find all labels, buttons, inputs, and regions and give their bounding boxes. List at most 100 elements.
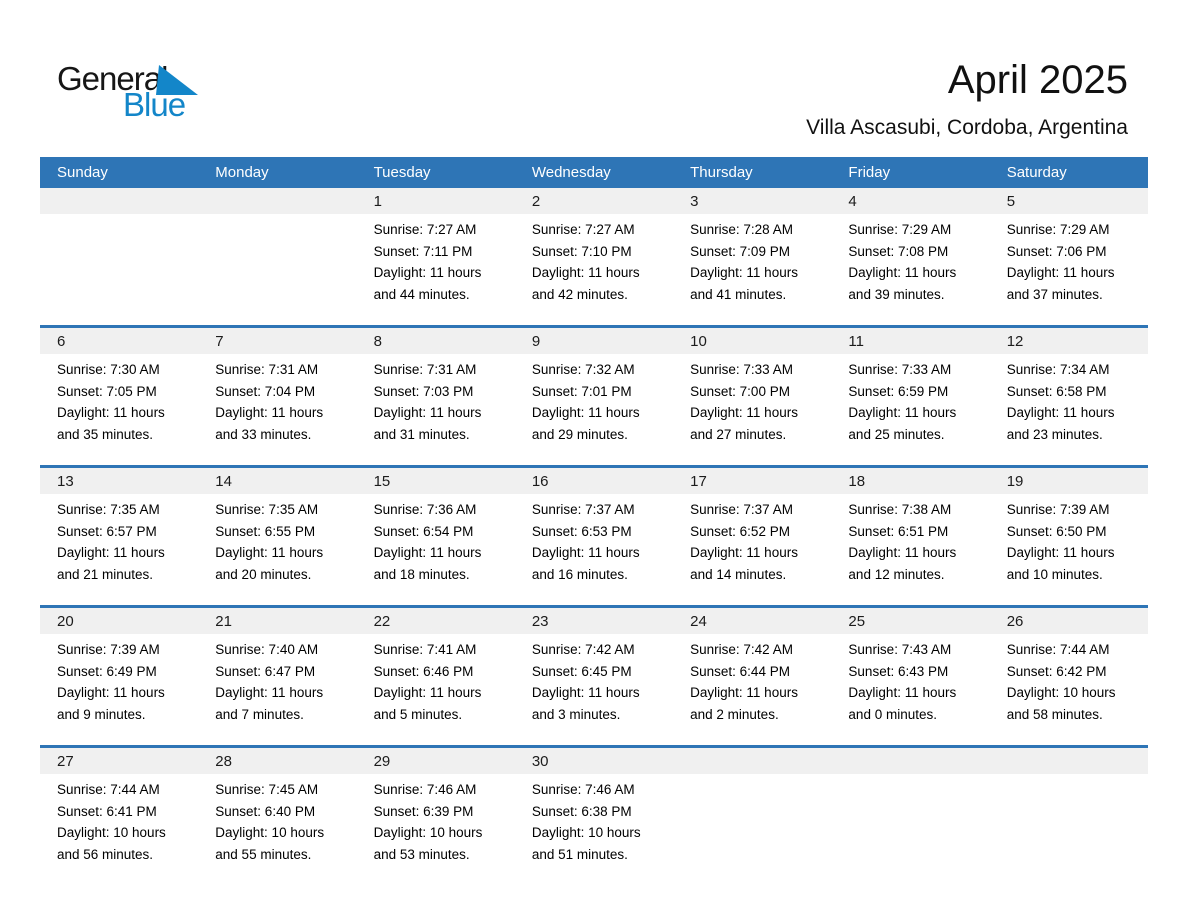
day-details: Sunrise: 7:29 AM Sunset: 7:06 PM Daylight:… [990,214,1148,325]
day-details: Sunrise: 7:45 AM Sunset: 6:40 PM Daylight:… [198,774,356,885]
day-details: Sunrise: 7:33 AM Sunset: 6:59 PM Daylight:… [831,354,989,465]
day-details: Sunrise: 7:35 AM Sunset: 6:55 PM Daylight:… [198,494,356,605]
daylight-line: Daylight: 11 hours [690,685,798,701]
sunrise-line: Sunrise: 7:46 AM [373,782,477,797]
day-cell-21: 21 Sunrise: 7:40 AM Sunset: 6:47 PM Dayligh… [198,608,357,745]
day-number: 21 [198,608,357,634]
daylight-line-cont: and 20 minutes. [215,566,312,582]
daylight-line-cont: and 18 minutes. [373,566,470,582]
day-number: 16 [514,468,674,494]
daylight-line: Daylight: 11 hours [373,545,482,561]
day-details: Sunrise: 7:33 AM Sunset: 7:00 PM Daylight:… [673,354,831,465]
sunrise-line: Sunrise: 7:31 AM [215,362,319,377]
day-cell-11: 11 Sunrise: 7:33 AM Sunset: 6:59 PM Dayligh… [831,328,990,465]
day-number: 2 [514,188,674,214]
location-subtitle: Villa Ascasubi, Cordoba, Argentina [806,116,1128,139]
daylight-line: Daylight: 10 hours [531,825,641,841]
daylight-line: Daylight: 11 hours [373,685,482,701]
sunrise-line: Sunrise: 7:37 AM [690,502,793,517]
sunrise-line: Sunrise: 7:38 AM [848,502,952,517]
sunrise-line: Sunrise: 7:30 AM [57,362,160,377]
month-title: April 2025 [947,58,1128,102]
daylight-line-cont: and 33 minutes. [215,426,312,442]
sunset-line: Sunset: 6:46 PM [373,663,474,679]
day-cell-18: 18 Sunrise: 7:38 AM Sunset: 6:51 PM Dayligh… [831,468,990,605]
sunset-line: Sunset: 6:57 PM [57,523,157,539]
daylight-line-cont: and 37 minutes. [1006,286,1103,302]
daylight-line-cont: and 42 minutes. [531,286,628,302]
daylight-line-cont: and 5 minutes. [373,706,463,722]
day-details: Sunrise: 7:37 AM Sunset: 6:52 PM Daylight:… [673,494,831,605]
day-cell-28: 28 Sunrise: 7:45 AM Sunset: 6:40 PM Dayligh… [198,748,357,885]
day-details: Sunrise: 7:27 AM Sunset: 7:11 PM Daylight:… [357,214,515,325]
day-cell-5: 5 Sunrise: 7:29 AM Sunset: 7:06 PM Daylight… [989,188,1148,325]
day-cell-4: 4 Sunrise: 7:29 AM Sunset: 7:08 PM Daylight… [831,188,990,325]
sunset-line: Sunset: 6:39 PM [373,803,474,819]
daylight-line-cont: and 53 minutes. [373,846,470,862]
daylight-line: Daylight: 11 hours [848,545,957,561]
sunset-line: Sunset: 6:59 PM [848,383,949,399]
daylight-line-cont: and 3 minutes. [531,706,621,722]
daylight-line: Daylight: 11 hours [215,685,324,701]
day-details: Sunrise: 7:27 AM Sunset: 7:10 PM Daylight:… [515,214,673,325]
sunset-line: Sunset: 6:41 PM [57,803,157,819]
sunset-line: Sunset: 7:11 PM [373,243,473,259]
day-number: 13 [40,468,199,494]
daylight-line: Daylight: 10 hours [373,825,483,841]
day-cell-29: 29 Sunrise: 7:46 AM Sunset: 6:39 PM Dayligh… [356,748,515,885]
daylight-line: Daylight: 11 hours [373,265,482,281]
day-number: 9 [514,328,674,354]
daylight-line-cont: and 51 minutes. [531,846,628,862]
day-details: Sunrise: 7:31 AM Sunset: 7:03 PM Daylight:… [357,354,515,465]
sunset-line: Sunset: 7:00 PM [690,383,790,399]
daylight-line-cont: and 12 minutes. [848,566,945,582]
daylight-line-cont: and 29 minutes. [531,426,628,442]
daylight-line: Daylight: 11 hours [1006,405,1115,421]
day-cell-6: 6 Sunrise: 7:30 AM Sunset: 7:05 PM Daylight… [40,328,199,465]
daylight-line: Daylight: 11 hours [848,685,957,701]
weekday-header-row: Sunday Monday Tuesday Wednesday Thursday Frid… [40,157,1148,188]
day-number-empty [673,748,832,774]
day-cell-27: 27 Sunrise: 7:44 AM Sunset: 6:41 PM Dayligh… [40,748,199,885]
week-row-3: 13 Sunrise: 7:35 AM Sunset: 6:57 PM Dayligh… [40,465,1148,605]
empty-day-cell [40,188,199,325]
day-details: Sunrise: 7:44 AM Sunset: 6:42 PM Daylight:… [990,634,1148,745]
day-number: 23 [514,608,674,634]
daylight-line-cont: and 44 minutes. [373,286,470,302]
day-details: Sunrise: 7:40 AM Sunset: 6:47 PM Daylight:… [198,634,356,745]
weekday-header-tuesday: Tuesday [373,164,431,181]
day-number-empty [989,748,1148,774]
day-cell-9: 9 Sunrise: 7:32 AM Sunset: 7:01 PM Daylight… [514,328,674,465]
day-details: Sunrise: 7:34 AM Sunset: 6:58 PM Daylight:… [990,354,1148,465]
day-cell-16: 16 Sunrise: 7:37 AM Sunset: 6:53 PM Dayligh… [514,468,674,605]
sunrise-line: Sunrise: 7:29 AM [848,222,952,237]
day-number: 10 [673,328,832,354]
weekday-header-monday: Monday [215,164,269,181]
day-details: Sunrise: 7:37 AM Sunset: 6:53 PM Daylight:… [515,494,673,605]
sunrise-line: Sunrise: 7:39 AM [57,642,160,657]
sunrise-line: Sunrise: 7:44 AM [1006,642,1110,657]
daylight-line: Daylight: 11 hours [690,405,798,421]
sunset-line: Sunset: 6:58 PM [1006,383,1107,399]
daylight-line-cont: and 39 minutes. [848,286,945,302]
empty-day-cell [831,748,990,885]
day-number: 19 [989,468,1148,494]
sunrise-line: Sunrise: 7:33 AM [848,362,952,377]
sunset-line: Sunset: 6:51 PM [848,523,949,539]
sunrise-line: Sunrise: 7:39 AM [1006,502,1110,517]
day-details [831,774,989,885]
daylight-line-cont: and 9 minutes. [57,706,146,722]
daylight-line: Daylight: 11 hours [531,545,640,561]
week-row-1: 1 Sunrise: 7:27 AM Sunset: 7:11 PM Daylight… [40,188,1148,325]
sunset-line: Sunset: 6:53 PM [531,523,632,539]
daylight-line: Daylight: 11 hours [373,405,482,421]
daylight-line: Daylight: 11 hours [848,405,957,421]
day-number: 27 [40,748,199,774]
day-details: Sunrise: 7:38 AM Sunset: 6:51 PM Daylight:… [831,494,989,605]
empty-day-cell [673,748,832,885]
daylight-line-cont: and 25 minutes. [848,426,945,442]
sunset-line: Sunset: 6:47 PM [215,663,316,679]
day-number: 26 [989,608,1148,634]
daylight-line-cont: and 10 minutes. [1006,566,1103,582]
sunset-line: Sunset: 6:50 PM [1006,523,1107,539]
